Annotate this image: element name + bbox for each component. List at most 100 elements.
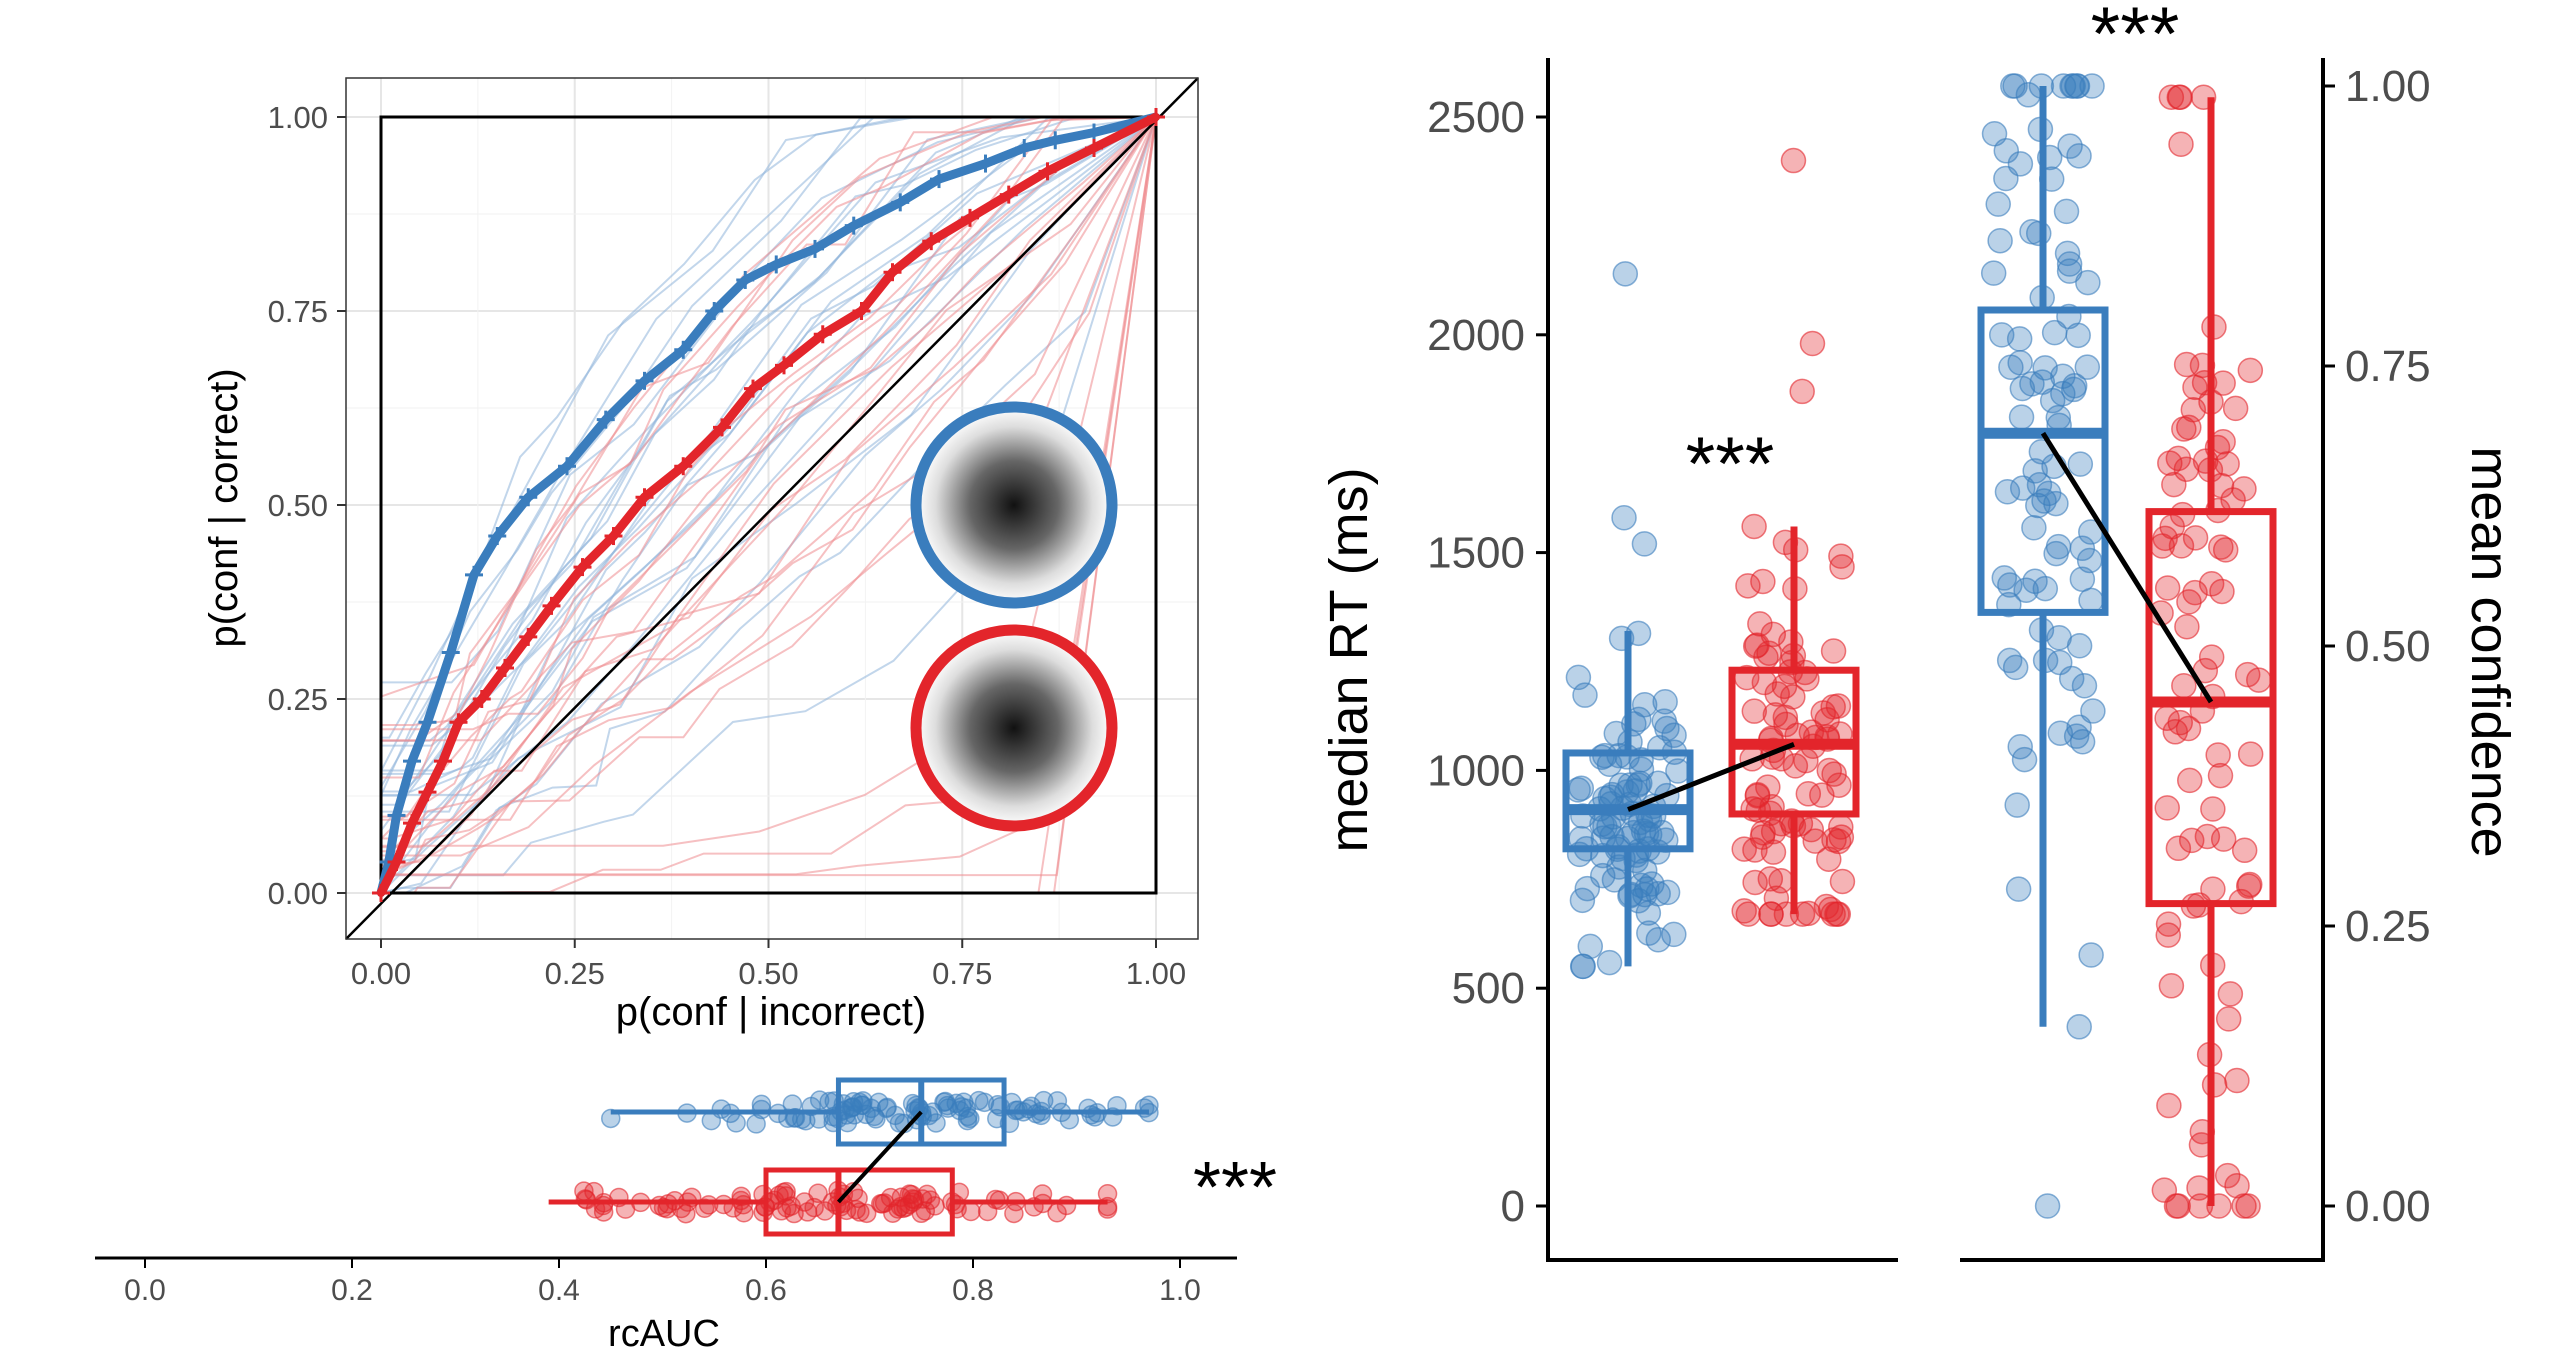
rcauc-x-tick-label: 0.8 — [952, 1274, 994, 1307]
rt-point-blue confidence — [2009, 475, 2036, 501]
rt-point-red RT — [1741, 698, 1768, 724]
roc-mean-curve-red — [376, 112, 1159, 896]
rt-point-red confidence — [2161, 471, 2187, 498]
roc-panel: 0.00 0.25 0.50 0.75 1.00 0.00 0.25 0.50 0.75 1.0… — [202, 77, 1199, 1034]
roc-y-tick-label: 0.75 — [268, 294, 328, 329]
rt-y-tick-label-right: 1.00 — [2345, 62, 2431, 111]
roc-point-blue — [849, 221, 858, 230]
roc-point-blue — [896, 198, 905, 207]
rt-point-red RT — [1742, 869, 1768, 896]
rt-point-blue confidence — [2069, 566, 2096, 592]
rt-point-red confidence — [2175, 715, 2202, 742]
rt-point-blue confidence — [2064, 73, 2090, 99]
rt-point-blue RT — [1661, 921, 1687, 948]
roc-point-blue — [423, 718, 432, 727]
roc-mean-curves — [372, 108, 1165, 902]
rt-point-red RT — [1744, 783, 1771, 809]
rt-point-blue confidence — [2007, 733, 2033, 760]
rt-point-blue confidence — [2056, 251, 2083, 277]
roc-point-red — [609, 532, 618, 541]
rt-point-red confidence — [2194, 823, 2221, 850]
roc-point-red — [1004, 190, 1013, 199]
rt-connector-line — [1627, 741, 1795, 812]
roc-participant-curve-blue — [381, 116, 1156, 772]
rcauc-panel: 0.0 0.2 0.4 0.6 0.8 1.0 rcAUC *** — [95, 1077, 1277, 1355]
rt-point-blue RT — [1631, 691, 1658, 718]
rt-point-red RT — [1731, 898, 1757, 924]
rt-point-blue confidence — [2004, 792, 2030, 818]
rt-point-red confidence — [2198, 644, 2225, 670]
roc-participant-curve-blue — [381, 116, 1157, 894]
rt-point-red confidence — [2166, 84, 2193, 110]
rcauc-x-tick-label: 0.4 — [538, 1274, 580, 1307]
rt-point-red confidence — [2174, 613, 2200, 640]
rt-point-red RT — [1757, 866, 1784, 892]
rt-point-blue confidence — [2080, 698, 2106, 724]
rt-y-axis-label-right: mean confidence — [2460, 446, 2520, 857]
rcauc-point-blue — [844, 1105, 865, 1125]
rt-point-blue RT — [1565, 664, 1592, 691]
rt-point-blue RT — [1631, 857, 1658, 884]
rt-point-red confidence — [2156, 1092, 2182, 1119]
rt-point-red confidence — [2200, 796, 2226, 822]
roc-participant-curve-blue — [381, 116, 1157, 796]
rt-point-blue confidence — [2074, 354, 2101, 380]
rt-point-red RT — [1756, 640, 1782, 666]
roc-point-red — [927, 237, 936, 246]
roc-point-red — [501, 663, 509, 672]
roc-point-red — [454, 718, 463, 727]
rt-point-red confidence — [2231, 476, 2257, 502]
rt-point-red confidence — [2217, 981, 2244, 1007]
rt-point-red confidence — [2176, 767, 2203, 794]
rt-box-red confidence — [2145, 508, 2277, 908]
rcauc-point-red — [808, 1183, 828, 1204]
rt-point-blue confidence — [2065, 322, 2091, 349]
rt-y-tick-label-right: 0.00 — [2345, 1182, 2431, 1231]
rt-point-blue confidence — [2078, 587, 2104, 614]
rt-outlier-blue RT — [1631, 531, 1658, 557]
rt-point-red RT — [1771, 673, 1798, 700]
roc-point-blue — [563, 462, 571, 471]
rt-point-blue confidence — [1987, 227, 2013, 254]
rt-point-red RT — [1795, 781, 1822, 807]
rcauc-point-red — [896, 1197, 916, 1217]
roc-x-tick-label: 0.75 — [932, 956, 992, 991]
rt-y-tick-label-left: 1500 — [1427, 529, 1525, 578]
roc-participant-curve-red — [381, 116, 1157, 742]
rt-point-red confidence — [2171, 672, 2197, 699]
rcauc-point-red — [804, 1197, 824, 1218]
confidence-significance: *** — [2091, 0, 2180, 77]
rt-point-blue confidence — [2005, 876, 2032, 902]
rt-point-blue confidence — [2022, 458, 2048, 484]
rt-point-blue confidence — [2060, 376, 2087, 403]
rt-point-red confidence — [2158, 973, 2185, 999]
rcauc-point-red — [856, 1203, 877, 1224]
rt-point-blue confidence — [1981, 121, 2008, 147]
rt-point-blue confidence — [2066, 1014, 2092, 1040]
roc-participant-curve-red — [381, 116, 1157, 870]
rt-point-red confidence — [2165, 445, 2192, 472]
rcauc-boxplots — [548, 1077, 1149, 1237]
rt-point-blue confidence — [2056, 258, 2083, 284]
roc-participant-curve-red — [380, 116, 1157, 840]
roc-participant-curve-red — [381, 116, 1157, 853]
rcauc-point-blue — [843, 1097, 863, 1117]
rt-point-blue confidence — [1993, 165, 2019, 192]
rcauc-x-tick-label: 1.0 — [1159, 1274, 1201, 1307]
rt-point-red confidence — [2201, 1072, 2228, 1098]
rt-point-red RT — [1824, 901, 1850, 927]
rt-point-red confidence — [2214, 1162, 2241, 1189]
rcauc-x-tick-label: 0.0 — [124, 1274, 166, 1307]
rt-point-red confidence — [2237, 741, 2264, 767]
rt-point-blue RT — [1568, 775, 1595, 802]
roc-chance-diagonal — [345, 77, 1199, 940]
roc-point-red — [640, 493, 649, 502]
roc-participant-curve-red — [381, 116, 1156, 742]
rt-point-red confidence — [2215, 1006, 2242, 1032]
rt-outlier-blue RT — [1611, 505, 1637, 531]
rt-point-blue RT — [1574, 875, 1601, 902]
roc-point-blue — [601, 415, 610, 424]
roc-point-red — [818, 330, 827, 339]
rt-point-red confidence — [2154, 795, 2180, 821]
rcauc-point-red — [888, 1199, 908, 1219]
